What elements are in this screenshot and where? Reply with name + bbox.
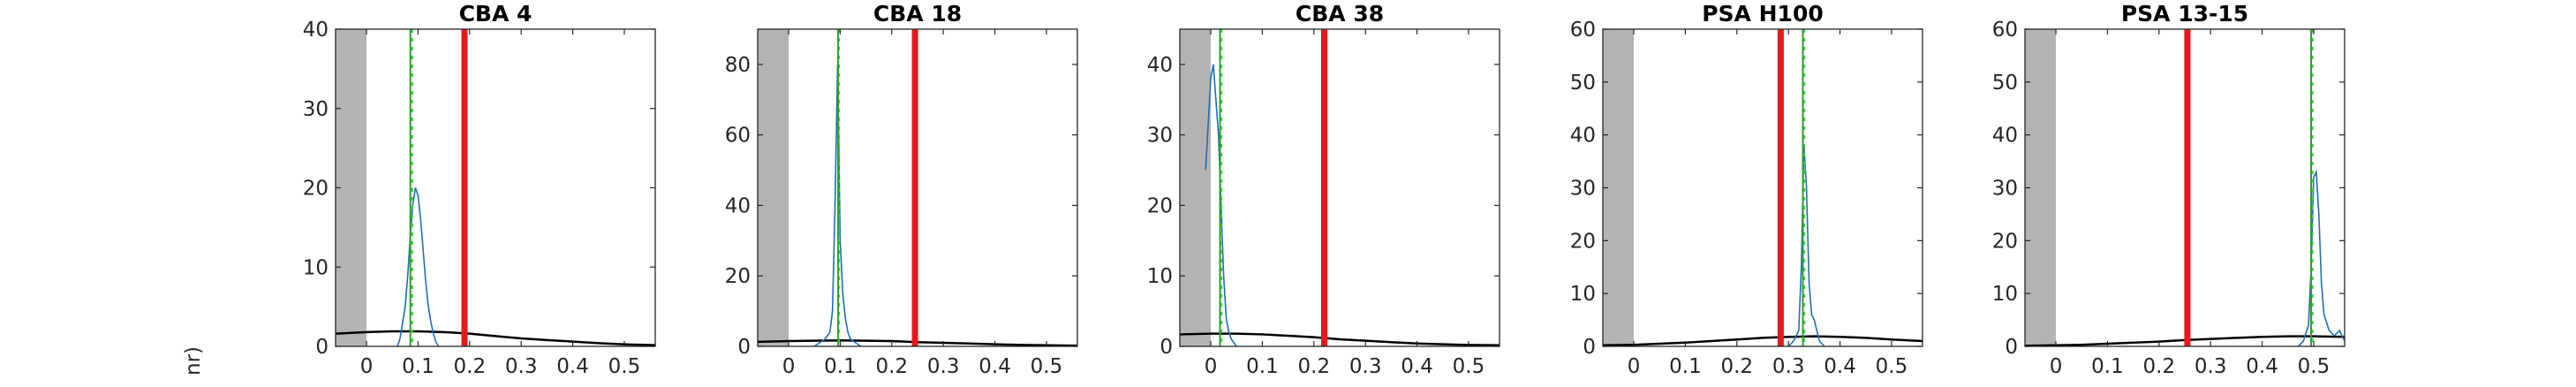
- y-tick-label: 20: [303, 178, 329, 201]
- x-tick-label: 0.5: [608, 355, 641, 378]
- y-tick-label: 10: [1570, 283, 1596, 306]
- x-tick-label: 0.4: [2246, 355, 2278, 378]
- histogram-line: [397, 187, 440, 347]
- x-tick-label: 0.4: [1401, 355, 1433, 378]
- y-tick-label: 20: [725, 265, 751, 288]
- x-tick-label: 0: [782, 355, 796, 378]
- y-tick-label: 60: [1570, 19, 1596, 42]
- axes-box: [757, 28, 1078, 347]
- chart-panel-3: 0 0.1 0.2 0.3 0.4 0.5 0 10 20 30 40 CBA 38: [1147, 1, 1500, 378]
- y-tick-label: 20: [1147, 194, 1173, 217]
- x-tick-label: 0.3: [1349, 355, 1382, 378]
- y-tick-label: 40: [725, 194, 751, 217]
- x-tick-label: 0.2: [1721, 355, 1754, 378]
- chart-panel-1: 0 0.1 0.2 0.3 0.4 0.5 0 10 20 30 40 CBA 4: [303, 1, 656, 378]
- x-tick-label: 0.2: [2143, 355, 2176, 378]
- y-tick-label: 0: [1160, 336, 1173, 359]
- y-tick-label: 0: [737, 336, 751, 359]
- x-tick-label: 0.1: [1246, 355, 1279, 378]
- x-tick-label: 0: [1628, 355, 1641, 378]
- plot-area: [336, 29, 655, 346]
- x-tick-label: 0.1: [1669, 355, 1702, 378]
- x-tick-label: 0: [360, 355, 374, 378]
- x-tick-label: 0.1: [824, 355, 857, 378]
- y-tick-label: 30: [1992, 178, 2018, 201]
- prior-curve: [1179, 332, 1500, 347]
- shaded-region: [1180, 29, 1212, 346]
- prior-curve: [1602, 335, 1923, 347]
- x-tick-label: 0.5: [1031, 355, 1063, 378]
- chart-title: PSA H100: [1702, 1, 1824, 27]
- y-tick-label: 20: [1570, 230, 1596, 253]
- chart-title: CBA 18: [873, 1, 962, 27]
- axes-box: [1179, 28, 1500, 347]
- x-tick-label: 0.3: [505, 355, 538, 378]
- x-tick-label: 0: [1205, 355, 1218, 378]
- y-tick-label: 40: [1147, 54, 1173, 77]
- chart-title: PSA 13-15: [2121, 1, 2248, 27]
- y-tick-label: 50: [1992, 72, 2018, 95]
- y-tick-label: 60: [1992, 19, 2018, 42]
- histogram-line: [1787, 145, 1825, 347]
- y-tick-label: 10: [1992, 283, 2018, 306]
- y-tick-label: 10: [1147, 265, 1173, 288]
- chart-panel-5: 0 0.1 0.2 0.3 0.4 0.5 0 10 20 30 40 50 60 PSA 13-15: [1992, 1, 2346, 378]
- y-tick-label: 40: [1992, 125, 2018, 148]
- prior-curve: [335, 330, 656, 346]
- x-tick-label: 0.2: [1298, 355, 1331, 378]
- plot-area: [1180, 29, 1500, 346]
- x-tick-label: 0.5: [2298, 355, 2330, 378]
- y-tick-label: 80: [725, 54, 751, 77]
- chart-panel-4: 0 0.1 0.2 0.3 0.4 0.5 0 10 20 30 40 50 60 PSA H100: [1570, 1, 1923, 378]
- y-tick-label: 10: [303, 256, 329, 279]
- x-tick-label: 0.3: [1772, 355, 1805, 378]
- y-tick-label: 20: [1992, 230, 2018, 253]
- histogram-line: [1205, 64, 1237, 347]
- x-tick-label: 0.2: [876, 355, 909, 378]
- histogram-line: [2297, 169, 2346, 347]
- y-tick-label: 0: [2005, 336, 2018, 359]
- y-tick-label: 60: [725, 125, 751, 148]
- x-tick-label: 0: [2050, 355, 2063, 378]
- x-tick-label: 0.3: [927, 355, 960, 378]
- y-tick-label: 40: [303, 19, 329, 42]
- y-tick-label: 30: [303, 98, 329, 121]
- x-tick-label: 0.4: [556, 355, 589, 378]
- y-tick-label: 30: [1147, 125, 1173, 148]
- x-tick-label: 0.5: [1453, 355, 1485, 378]
- chart-title: CBA 4: [459, 1, 533, 27]
- shaded-region: [758, 29, 789, 346]
- chart-title: CBA 38: [1296, 1, 1384, 27]
- chart-panels: 0 0.1 0.2 0.3 0.4 0.5 0 10 20 30 40 CBA 4 0 0.1 0.2 0.3…: [303, 1, 2346, 378]
- x-tick-label: 0.3: [2195, 355, 2227, 378]
- x-tick-label: 0.1: [402, 355, 434, 378]
- x-tick-label: 0.1: [2091, 355, 2124, 378]
- x-tick-label: 0.4: [978, 355, 1011, 378]
- y-axis-label-fragment: nr): [182, 346, 205, 376]
- y-tick-label: 0: [315, 336, 329, 359]
- chart-panel-2: 0 0.1 0.2 0.3 0.4 0.5 0 20 40 60 80 CBA 18: [725, 1, 1078, 378]
- plot-area: [1603, 29, 1923, 346]
- x-tick-label: 0.5: [1876, 355, 1908, 378]
- y-tick-label: 0: [1583, 336, 1596, 359]
- x-tick-label: 0.2: [454, 355, 487, 378]
- y-tick-label: 50: [1570, 72, 1596, 95]
- x-tick-label: 0.4: [1824, 355, 1856, 378]
- y-tick-label: 40: [1570, 125, 1596, 148]
- y-tick-label: 30: [1570, 178, 1596, 201]
